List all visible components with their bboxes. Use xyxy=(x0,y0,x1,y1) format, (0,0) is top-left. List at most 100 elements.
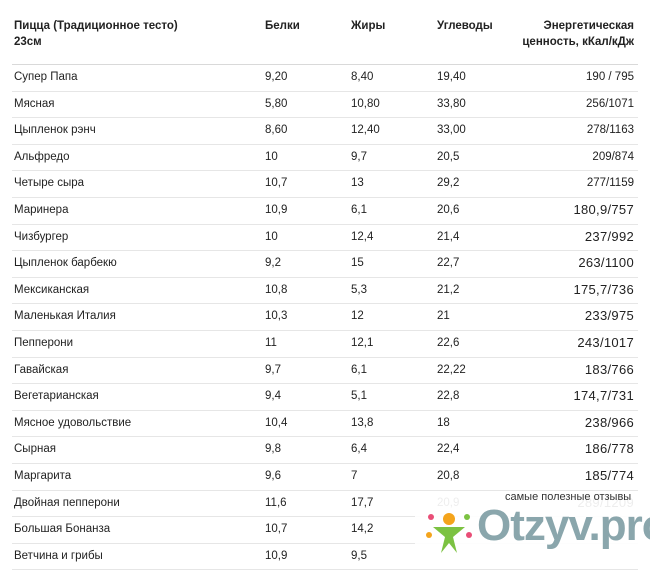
fat-cell: 14,2 xyxy=(351,523,374,536)
protein-cell: 9,4 xyxy=(265,390,281,403)
watermark-brand: Otzyv.pro xyxy=(477,501,650,550)
energy-cell: 256/1071 xyxy=(586,97,634,110)
pizza-name-cell: Гавайская xyxy=(14,363,69,376)
carbs-cell: 22,8 xyxy=(437,390,460,403)
fat-cell: 13 xyxy=(351,177,364,190)
watermark: самые полезные отзывы Otzyv.pro xyxy=(415,491,650,559)
energy-cell: 263/1100 xyxy=(578,255,634,271)
pizza-name-cell: Мясная xyxy=(14,97,55,110)
energy-cell: 209/874 xyxy=(592,150,634,163)
pizza-name-cell: Цыпленок рэнч xyxy=(14,124,96,137)
fat-cell: 12,40 xyxy=(351,124,380,137)
energy-cell: 174,7/731 xyxy=(573,388,634,404)
table-row: Сырная 9,8 6,4 22,4 186/778 xyxy=(12,437,638,464)
table-row: Четыре сыра 10,7 13 29,2 277/1159 xyxy=(12,171,638,198)
pizza-name-cell: Чизбургер xyxy=(14,230,69,243)
fat-cell: 9,5 xyxy=(351,549,367,562)
carbs-cell: 20,6 xyxy=(437,203,460,216)
protein-cell: 10,9 xyxy=(265,203,288,216)
table-row: Маленькая Италия 10,3 12 21 233/975 xyxy=(12,304,638,331)
table-row: Мексиканская 10,8 5,3 21,2 175,7/736 xyxy=(12,278,638,305)
table-row: Цыпленок барбекю 9,2 15 22,7 263/1100 xyxy=(12,251,638,278)
pizza-name-cell: Четыре сыра xyxy=(14,177,85,190)
table-row: Большая Бонанза 10,7 14,2 xyxy=(12,517,638,544)
header-fat: Жиры xyxy=(351,20,386,32)
protein-cell: 9,20 xyxy=(265,71,288,83)
table-row: Вегетарианская 9,4 5,1 22,8 174,7/731 xyxy=(12,384,638,411)
protein-cell: 9,7 xyxy=(265,363,281,376)
energy-cell: 238/966 xyxy=(584,414,634,430)
carbs-cell: 22,22 xyxy=(437,363,466,376)
energy-cell: 237/992 xyxy=(584,228,634,244)
table-row: Мясное удовольствие 10,4 13,8 18 238/966 xyxy=(12,411,638,438)
pizza-name-cell: Сырная xyxy=(14,443,56,456)
carbs-cell: 33,00 xyxy=(437,124,466,137)
carbs-cell: 33,80 xyxy=(437,97,466,110)
energy-cell: 180,9/757 xyxy=(573,201,634,217)
fat-cell: 5,3 xyxy=(351,283,367,296)
protein-cell: 10,8 xyxy=(265,283,288,296)
protein-cell: 10,7 xyxy=(265,177,288,190)
header-energy: Энергетическая ценность, кКал/кДж xyxy=(522,20,634,48)
energy-cell: 186/778 xyxy=(584,441,634,457)
pizza-name-cell: Маргарита xyxy=(14,469,72,482)
carbs-cell: 20,8 xyxy=(437,469,460,482)
protein-cell: 10 xyxy=(265,150,278,163)
carbs-cell: 22,7 xyxy=(437,257,460,270)
table-header: Пицца (Традиционное тесто) 23см Белки Жи… xyxy=(12,0,638,65)
protein-cell: 9,8 xyxy=(265,443,281,456)
pizza-name-cell: Вегетарианская xyxy=(14,390,99,403)
fat-cell: 6,4 xyxy=(351,443,367,456)
energy-cell: 278/1163 xyxy=(586,124,634,137)
fat-cell: 6,1 xyxy=(351,363,367,376)
table-row: Цыпленок рэнч 8,60 12,40 33,00 278/1163 xyxy=(12,118,638,145)
protein-cell: 10,7 xyxy=(265,523,288,536)
pizza-name-cell: Пепперони xyxy=(14,336,74,349)
pizza-name-cell: Мексиканская xyxy=(14,283,90,296)
fat-cell: 8,40 xyxy=(351,71,374,83)
pizza-name-cell: Маленькая Италия xyxy=(14,310,116,323)
table-body: Супер Папа 9,20 8,40 19,40 190 / 795 Мясная 5,… xyxy=(12,65,638,570)
pizza-name-cell: Мясное удовольствие xyxy=(14,416,132,429)
carbs-cell: 29,2 xyxy=(437,177,460,190)
protein-cell: 9,6 xyxy=(265,469,281,482)
pizza-name-cell: Двойная пепперони xyxy=(14,496,120,509)
protein-cell: 10,3 xyxy=(265,310,288,323)
table-row: Супер Папа 9,20 8,40 19,40 190 / 795 xyxy=(12,65,638,92)
header-protein: Белки xyxy=(265,20,300,32)
table-row: Пепперони 11 12,1 22,6 243/1017 xyxy=(12,331,638,358)
energy-cell: 190 / 795 xyxy=(586,71,634,83)
pizza-name-cell: Цыпленок барбекю xyxy=(14,257,117,270)
nutrition-table: Пицца (Традиционное тесто) 23см Белки Жи… xyxy=(12,0,638,570)
protein-cell: 10 xyxy=(265,230,278,243)
header-pizza: Пицца (Традиционное тесто) 23см xyxy=(14,20,178,48)
pizza-name-cell: Супер Папа xyxy=(14,71,78,83)
fat-cell: 12,1 xyxy=(351,336,374,349)
carbs-cell: 22,4 xyxy=(437,443,460,456)
carbs-cell: 21,4 xyxy=(437,230,460,243)
protein-cell: 10,9 xyxy=(265,549,288,562)
energy-cell: 277/1159 xyxy=(586,177,634,190)
protein-cell: 9,2 xyxy=(265,257,281,270)
carbs-cell: 21 xyxy=(437,310,450,323)
energy-cell: 175,7/736 xyxy=(573,281,634,297)
pizza-name-cell: Маринера xyxy=(14,203,69,216)
table-row: Маринера 10,9 6,1 20,6 180,9/757 xyxy=(12,198,638,225)
fat-cell: 12,4 xyxy=(351,230,374,243)
fat-cell: 13,8 xyxy=(351,416,374,429)
energy-cell: 243/1017 xyxy=(577,334,634,350)
protein-cell: 11 xyxy=(265,336,277,349)
fat-cell: 7 xyxy=(351,469,358,482)
fat-cell: 5,1 xyxy=(351,390,367,403)
pizza-name-cell: Альфредо xyxy=(14,150,70,163)
pizza-name-cell: Ветчина и грибы xyxy=(14,549,103,562)
watermark-tagline: самые полезные отзывы xyxy=(505,491,632,503)
energy-cell: 183/766 xyxy=(584,361,634,377)
energy-cell: 185/774 xyxy=(584,467,634,483)
energy-cell: 233/975 xyxy=(584,308,634,324)
header-carbs: Углеводы xyxy=(437,20,493,32)
person-sunburst-logo-icon xyxy=(426,513,472,553)
carbs-cell: 22,6 xyxy=(437,336,460,349)
fat-cell: 17,7 xyxy=(351,496,374,509)
table-row: Чизбургер 10 12,4 21,4 237/992 xyxy=(12,225,638,252)
